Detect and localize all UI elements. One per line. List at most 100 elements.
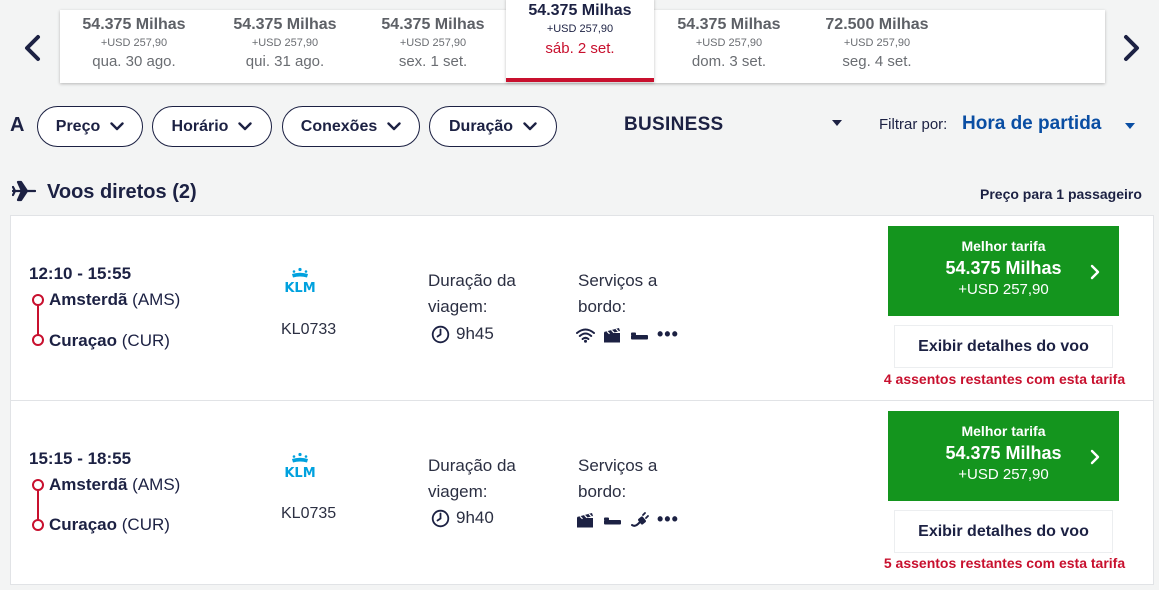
filter-price-label: Preço: [55, 117, 101, 135]
airplane-icon: [12, 180, 36, 202]
passenger-count: 1: [1056, 186, 1065, 202]
chevron-left-icon: [25, 35, 40, 61]
date-day: dom. 3 set.: [691, 53, 767, 70]
flight-card: 12:10 - 15:55 Amsterdã (AMS) Curaçao (CU…: [10, 215, 1154, 401]
services-icons: •••: [576, 509, 679, 530]
date-day: sex. 1 set.: [398, 53, 468, 70]
origin-code: (AMS): [132, 475, 181, 494]
entertainment-icon: [577, 512, 593, 527]
filter-connections-button[interactable]: Conexões: [282, 106, 420, 147]
origin-dot: [32, 294, 44, 306]
airline-name: KLM: [284, 281, 315, 295]
cabin-select[interactable]: BUSINESS: [624, 114, 724, 135]
flight-times: 15:15 - 18:55: [29, 449, 132, 468]
route-line: [32, 479, 44, 533]
date-option[interactable]: 54.375 Milhas +USD 257,90 dom. 3 set.: [655, 10, 803, 83]
flight-card: 15:15 - 18:55 Amsterdã (AMS) Curaçao (CU…: [10, 400, 1154, 585]
destination-city: Curaçao: [49, 515, 118, 534]
origin-dot: [32, 479, 44, 491]
chevron-down-icon: [387, 122, 401, 131]
date-day: qui. 31 ago.: [245, 53, 325, 70]
fare-label: Melhor tarifa: [961, 238, 1046, 254]
next-dates-button[interactable]: [1116, 30, 1146, 66]
date-option[interactable]: 54.375 Milhas +USD 257,90 qui. 31 ago.: [211, 10, 359, 83]
date-usd: +USD 257,90: [843, 37, 911, 49]
services-icons: •••: [576, 324, 679, 345]
filter-time-label: Horário: [171, 117, 229, 135]
destination: Curaçao (CUR): [49, 331, 170, 351]
filter-connections-label: Conexões: [300, 117, 378, 135]
sort-caret-icon[interactable]: [1125, 123, 1135, 129]
destination-city: Curaçao: [49, 331, 118, 350]
best-fare-button[interactable]: Melhor tarifa 54.375 Milhas +USD 257,90: [888, 411, 1119, 501]
price-note: Preço para 1 passageiro: [980, 186, 1142, 202]
chevron-right-icon: [1090, 449, 1100, 465]
price-note-prefix: Preço para: [980, 186, 1057, 202]
destination-code: (CUR): [121, 331, 170, 350]
date-miles: 54.375 Milhas: [82, 16, 186, 33]
clock-icon: [431, 509, 450, 527]
chevron-down-icon: [110, 122, 124, 131]
sort-select[interactable]: Hora de partida: [962, 113, 1102, 134]
filter-letter: A: [10, 114, 25, 136]
date-option[interactable]: 72.500 Milhas +USD 257,90 seg. 4 set.: [803, 10, 951, 83]
klm-logo-icon: KLM: [284, 452, 316, 480]
origin-code: (AMS): [132, 290, 181, 309]
previous-dates-button[interactable]: [18, 30, 48, 66]
services-label: Serviços a bordo:: [578, 456, 658, 501]
destination-dot: [32, 519, 44, 531]
chevron-right-icon: [1090, 264, 1100, 280]
section-title: Voos diretos (2): [47, 181, 197, 203]
date-option[interactable]: 54.375 Milhas +USD 257,90 qua. 30 ago.: [60, 10, 208, 83]
fare-miles: 54.375 Milhas: [945, 443, 1062, 463]
fare-miles: 54.375 Milhas: [945, 258, 1062, 278]
clock-icon: [431, 325, 450, 343]
wifi-icon: [576, 328, 595, 343]
date-usd: +USD 257,90: [100, 37, 168, 49]
flight-number: KL0733: [281, 321, 337, 338]
chevron-right-icon: [1124, 35, 1139, 61]
duration: 9h45: [431, 324, 494, 344]
filter-duration-button[interactable]: Duração: [429, 106, 557, 147]
date-miles: 54.375 Milhas: [233, 16, 337, 33]
destination: Curaçao (CUR): [49, 515, 170, 535]
date-day: sáb. 2 set.: [545, 40, 615, 57]
date-miles: 72.500 Milhas: [825, 16, 929, 33]
more-services-button[interactable]: •••: [657, 324, 679, 344]
duration-value: 9h40: [456, 508, 494, 527]
date-usd: +USD 257,90: [695, 37, 763, 49]
destination-dot: [32, 334, 44, 346]
date-usd: +USD 257,90: [399, 37, 467, 49]
cabin-caret-icon[interactable]: [832, 120, 842, 126]
price-note-suffix: passageiro: [1064, 186, 1142, 202]
date-option[interactable]: 54.375 Milhas +USD 257,90 sex. 1 set.: [359, 10, 507, 83]
duration-label: Duração da viagem:: [428, 456, 516, 501]
more-services-button[interactable]: •••: [657, 509, 679, 529]
duration-label: Duração da viagem:: [428, 271, 516, 316]
date-strip: 54.375 Milhas +USD 257,90 qua. 30 ago. 5…: [60, 0, 1105, 83]
seats-remaining: 4 assentos restantes com esta tarifa: [883, 371, 1126, 387]
duration: 9h40: [431, 508, 494, 528]
date-day: seg. 4 set.: [842, 53, 912, 70]
date-option-selected[interactable]: 54.375 Milhas +USD 257,90 sáb. 2 set.: [506, 0, 654, 82]
date-day: qua. 30 ago.: [92, 53, 176, 70]
flight-number: KL0735: [281, 505, 337, 522]
services-label: Serviços a bordo:: [578, 271, 658, 316]
date-usd: +USD 257,90: [251, 37, 319, 49]
destination-code: (CUR): [121, 515, 170, 534]
flight-details-button[interactable]: Exibir detalhes do voo: [894, 510, 1113, 553]
flight-details-button[interactable]: Exibir detalhes do voo: [894, 325, 1113, 368]
route-line: [32, 294, 44, 348]
filter-duration-label: Duração: [448, 117, 514, 135]
filter-price-button[interactable]: Preço: [37, 106, 143, 147]
date-miles: 54.375 Milhas: [677, 16, 781, 33]
filter-time-button[interactable]: Horário: [152, 106, 272, 147]
sort-label: Filtrar por:: [879, 116, 948, 133]
origin: Amsterdã (AMS): [49, 475, 180, 495]
duration-value: 9h45: [456, 324, 494, 343]
power-outlet-icon: [631, 511, 649, 527]
airline-name: KLM: [284, 466, 315, 480]
flat-bed-icon: [604, 517, 621, 524]
best-fare-button[interactable]: Melhor tarifa 54.375 Milhas +USD 257,90: [888, 226, 1119, 316]
flat-bed-icon: [631, 332, 648, 339]
